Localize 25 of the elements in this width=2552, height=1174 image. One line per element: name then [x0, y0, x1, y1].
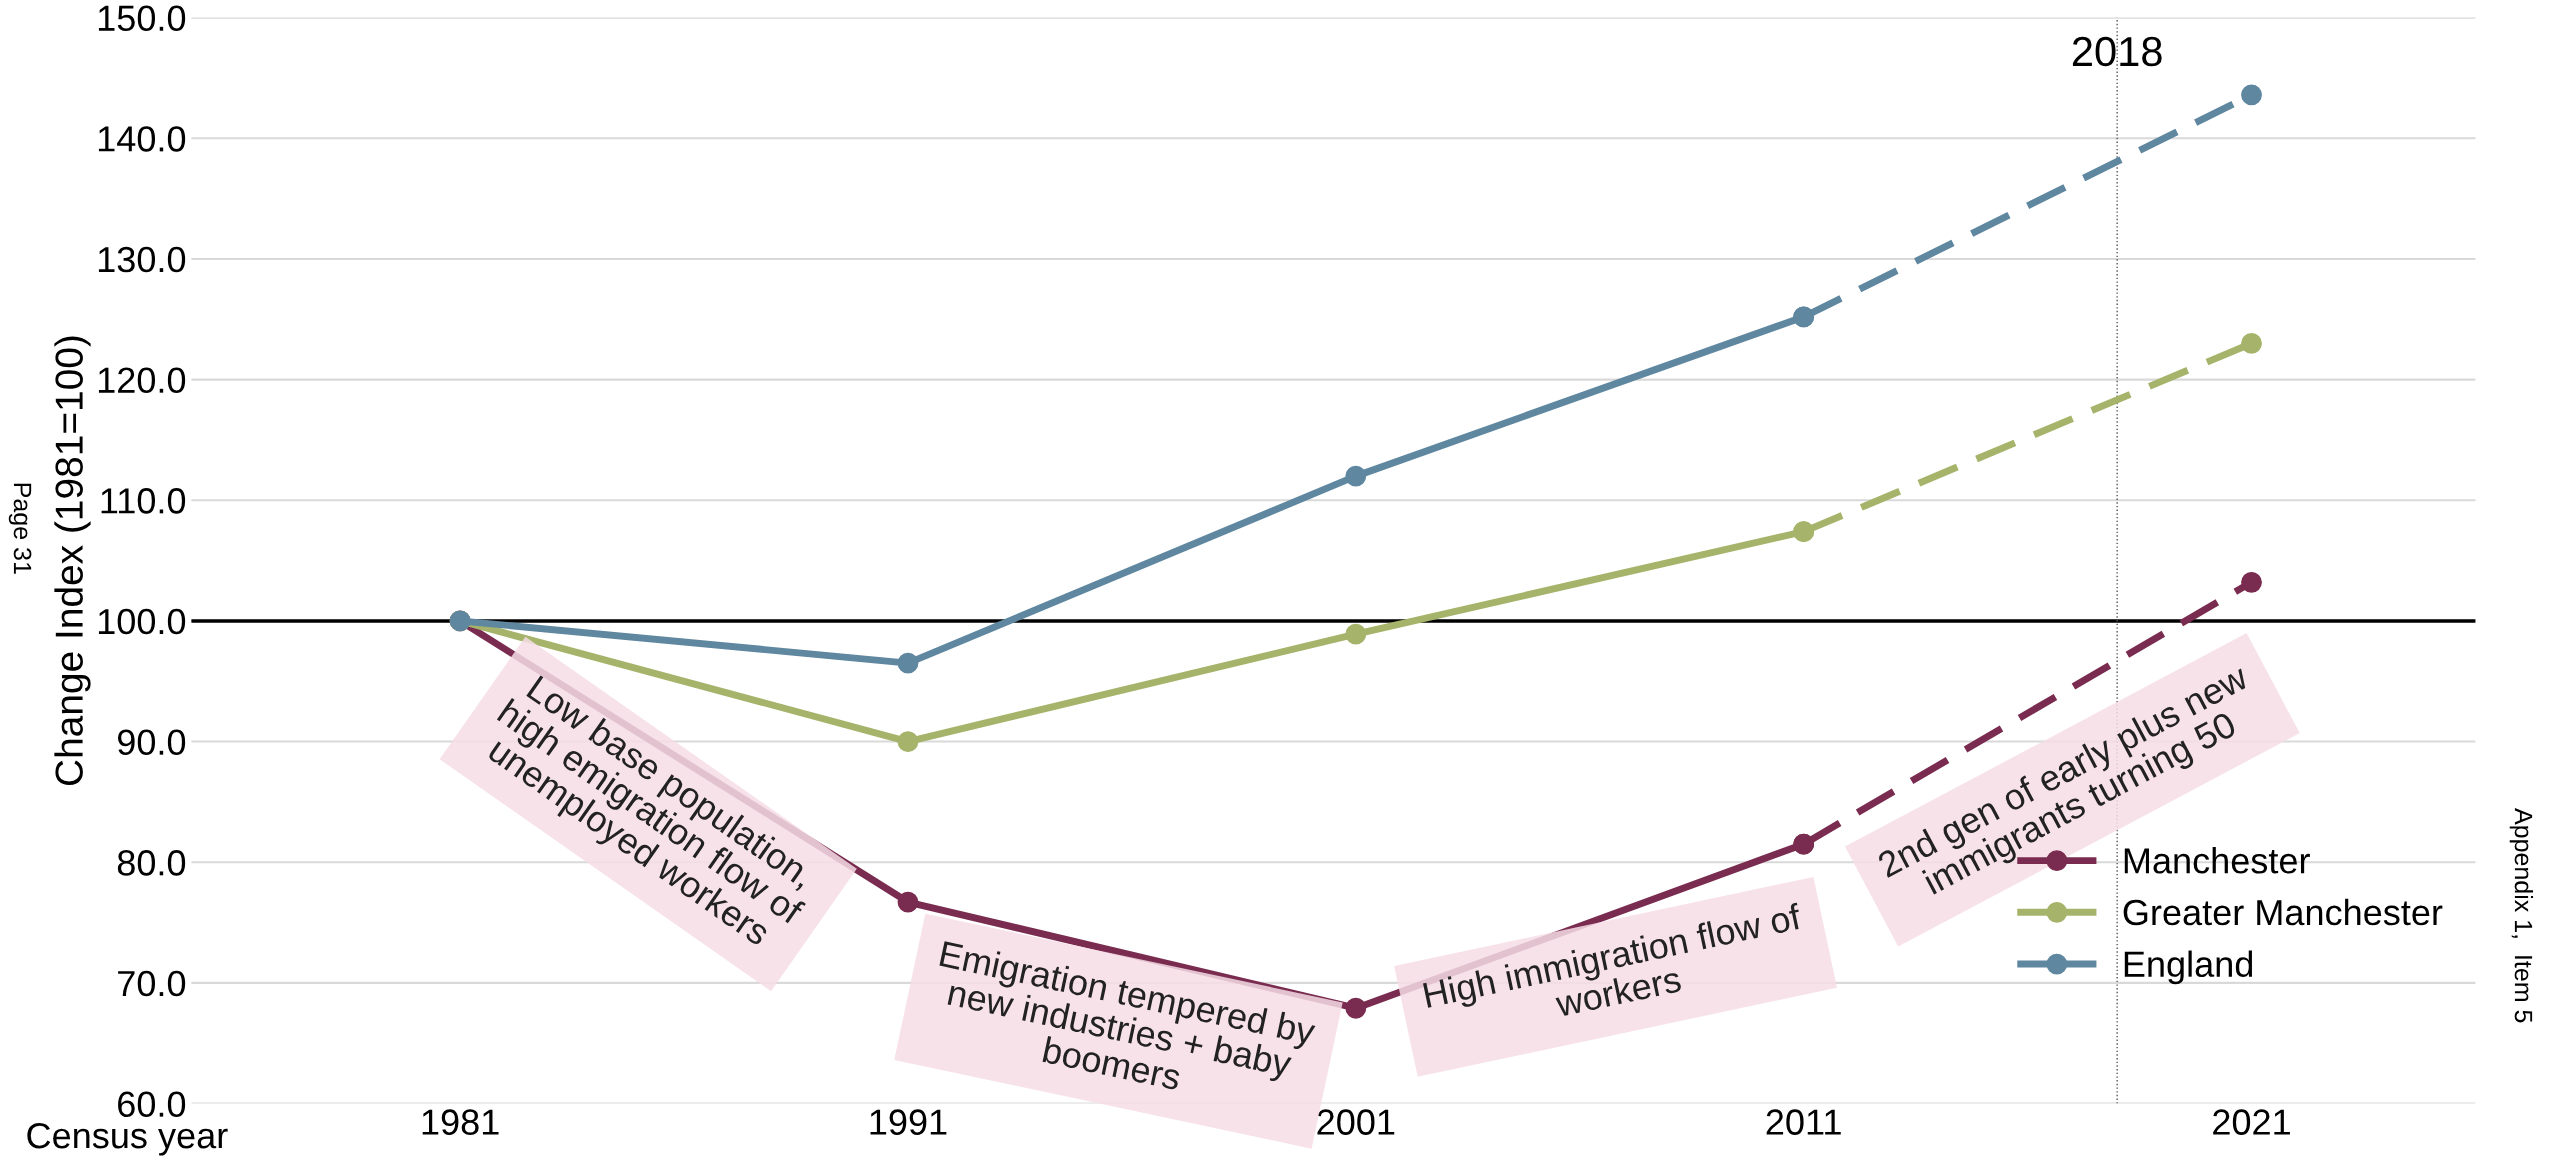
y-tick-label: 70.0 [118, 970, 186, 997]
y-tick-label: 110.0 [101, 488, 186, 514]
x-axis-title: Census year [27, 1122, 228, 1156]
x-tick-label: 2001 [1317, 1109, 1395, 1135]
text: Appendix 1, Item 5 [2509, 808, 2534, 1023]
legend-label: Manchester [2124, 847, 2310, 874]
y-tick-label: 130.0 [98, 246, 186, 273]
y-tick-label: 90.0 [117, 729, 186, 756]
y-tick-label: 150.0 [98, 5, 186, 32]
y-tick-label: 60.0 [118, 1091, 186, 1117]
x-tick-label: 1991 [870, 1109, 947, 1135]
y-tick-label: 80.0 [117, 850, 186, 876]
annotation: High immigration flow of workers [1422, 902, 1804, 1018]
ref-line-label: 2018 [2072, 36, 2162, 67]
x-tick-label: 2011 [1766, 1109, 1841, 1135]
y-tick-label: 100.0 [98, 608, 186, 635]
legend-label: England [2124, 950, 2253, 985]
x-tick-label: 2021 [2213, 1109, 2290, 1135]
y-tick-label: 140.0 [98, 126, 186, 152]
annotation: Emigration tempered by new industries + baby boomers [937, 939, 1317, 1091]
legend-label: Greater Manchester [2123, 898, 2443, 926]
x-tick-label: 1981 [422, 1109, 499, 1135]
y-tick-label: 120.0 [98, 367, 186, 394]
text: Page 31 [8, 483, 32, 574]
y-axis-title: Change Index (1981=100) [54, 336, 91, 786]
